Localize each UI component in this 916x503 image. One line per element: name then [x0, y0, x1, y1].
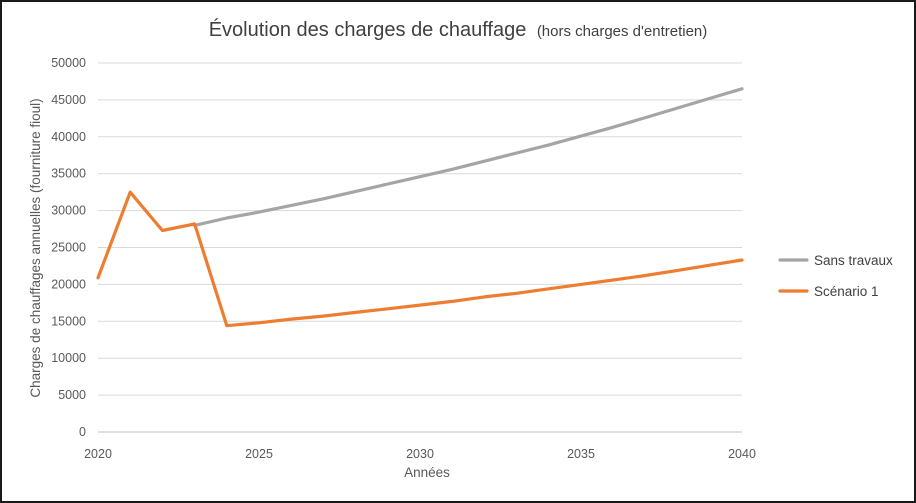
x-tick-label: 2035: [567, 447, 595, 461]
y-axis-title: Charges de chauffages annuelles (fournit…: [28, 98, 43, 397]
chart-title-main: Évolution des charges de chauffage: [209, 18, 527, 41]
y-tick-label: 25000: [51, 241, 86, 255]
y-tick-label: 15000: [51, 314, 86, 328]
legend-label: Scénario 1: [814, 284, 879, 299]
y-axis-ticks: 0 5000 10000 15000 20000 25000 30000 35000 40000…: [51, 56, 86, 439]
y-tick-label: 30000: [51, 204, 86, 218]
y-tick-label: 5000: [58, 388, 86, 402]
y-tick-label: 50000: [51, 56, 86, 70]
x-axis-title: Années: [404, 465, 450, 480]
series-line: [96, 190, 744, 328]
y-tick-label: 40000: [51, 130, 86, 144]
y-tick-label: 10000: [51, 351, 86, 365]
x-tick-label: 2020: [84, 447, 112, 461]
y-tick-label: 35000: [51, 167, 86, 181]
chart-subtitle: (hors charges d'entretien): [537, 23, 707, 40]
legend: Sans travaux Scénario 1: [778, 253, 893, 299]
y-tick-label: 45000: [51, 93, 86, 107]
x-tick-label: 2025: [245, 447, 273, 461]
series-line: [193, 87, 744, 227]
x-axis-ticks: 2020 2025 2030 2035 2040: [84, 447, 756, 461]
x-tick-label: 2040: [728, 447, 756, 461]
y-tick-label: 0: [79, 425, 86, 439]
x-tick-label: 2030: [406, 447, 434, 461]
gridlines: [98, 62, 742, 433]
legend-label: Sans travaux: [814, 253, 893, 268]
y-tick-label: 20000: [51, 277, 86, 291]
chart-title: Évolution des charges de chauffage (hors…: [209, 18, 708, 41]
series-lines: [96, 87, 744, 328]
